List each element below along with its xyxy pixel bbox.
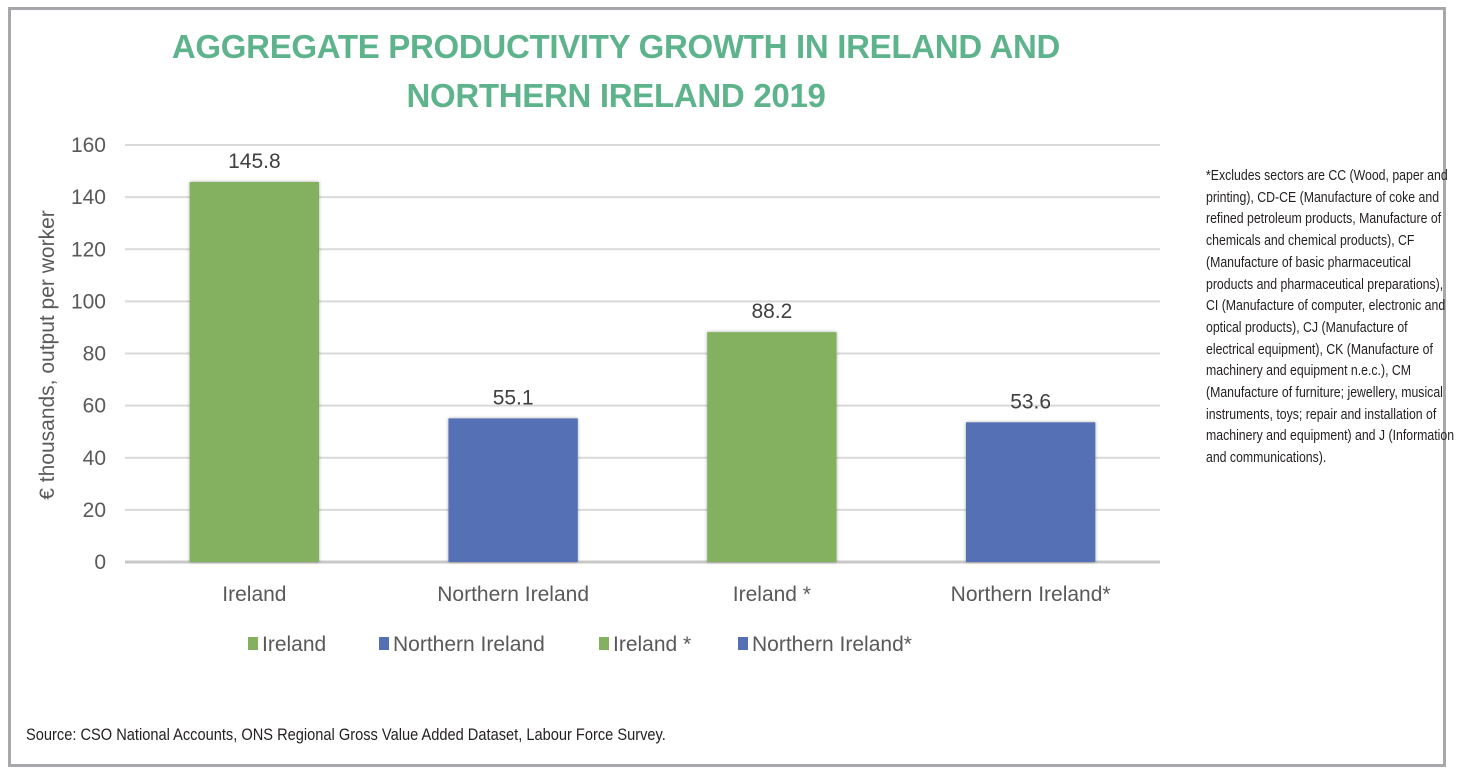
- data-label: 55.1: [493, 386, 534, 409]
- y-tick-label: 100: [71, 290, 106, 313]
- y-tick-label: 160: [71, 134, 106, 157]
- value-labels: 145.8 55.1 88.2 53.6: [228, 150, 1051, 413]
- legend-label: Ireland *: [613, 633, 691, 656]
- bars: [189, 182, 1096, 563]
- chart-title-line-2: NORTHERN IRELAND 2019: [406, 77, 826, 114]
- x-tick-label: Northern Ireland*: [951, 583, 1111, 606]
- legend-swatch: [248, 637, 258, 650]
- bar: [965, 422, 1096, 562]
- x-tick-label: Ireland: [222, 583, 286, 606]
- legend: Ireland Northern Ireland Ireland * Northern…: [248, 633, 912, 656]
- y-tick-label: 20: [83, 499, 106, 522]
- data-label: 53.6: [1010, 390, 1051, 413]
- y-tick-label: 60: [83, 395, 106, 418]
- y-axis-ticks: 0 20 40 60 80 100 120 140 160: [71, 134, 106, 574]
- source-note: Source: CSO National Accounts, ONS Regio…: [26, 725, 666, 744]
- category-labels: Ireland Northern Ireland Ireland * Northern…: [222, 583, 1110, 606]
- y-tick-label: 40: [83, 447, 106, 470]
- x-tick-label: Northern Ireland: [437, 583, 589, 606]
- bar: [189, 182, 320, 563]
- footnote: *Excludes sectors are CC (Wood, paper an…: [1206, 168, 1455, 467]
- legend-label: Northern Ireland: [393, 633, 545, 656]
- bar: [707, 332, 837, 562]
- data-label: 88.2: [751, 300, 792, 323]
- legend-swatch: [379, 637, 389, 650]
- y-tick-label: 80: [83, 343, 106, 366]
- legend-label: Northern Ireland*: [752, 633, 912, 656]
- y-tick-label: 140: [71, 186, 106, 209]
- legend-swatch: [738, 637, 748, 650]
- y-tick-label: 0: [94, 551, 106, 574]
- x-tick-label: Ireland *: [733, 583, 811, 606]
- chart-title-line-1: AGGREGATE PRODUCTIVITY GROWTH IN IRELAND…: [171, 28, 1061, 65]
- legend-label: Ireland: [262, 633, 326, 656]
- y-axis-title: € thousands, output per worker: [36, 210, 59, 500]
- legend-swatch: [599, 637, 609, 650]
- chart-title: AGGREGATE PRODUCTIVITY GROWTH IN IRELAND…: [0, 22, 1232, 120]
- bar: [448, 418, 578, 562]
- data-label: 145.8: [228, 150, 281, 173]
- y-tick-label: 120: [71, 238, 106, 261]
